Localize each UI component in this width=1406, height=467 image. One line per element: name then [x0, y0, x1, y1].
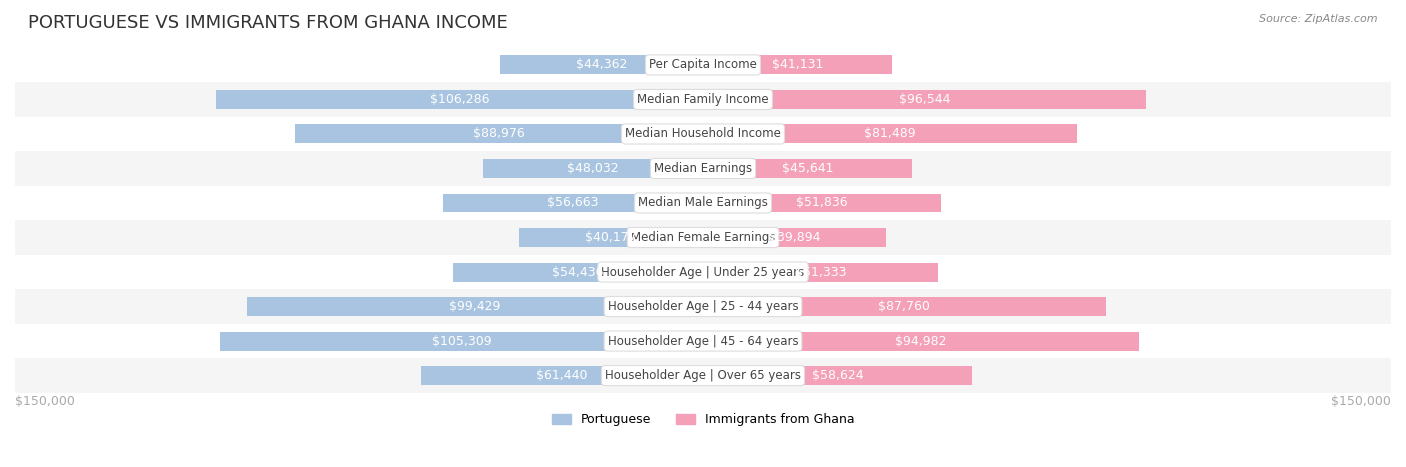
Text: $81,489: $81,489 [865, 127, 915, 141]
Bar [15, 255, 1391, 289]
Text: $88,976: $88,976 [472, 127, 524, 141]
Bar [15, 358, 1391, 393]
Text: $150,000: $150,000 [15, 395, 75, 408]
Bar [15, 151, 1391, 186]
Bar [703, 366, 972, 385]
Bar [703, 332, 1139, 351]
Text: Median Family Income: Median Family Income [637, 93, 769, 106]
Text: $61,440: $61,440 [536, 369, 588, 382]
Text: $106,286: $106,286 [429, 93, 489, 106]
Bar [703, 90, 1146, 109]
Bar [15, 220, 1391, 255]
Text: $56,663: $56,663 [547, 197, 599, 210]
Bar [215, 90, 703, 109]
Text: $105,309: $105,309 [432, 334, 491, 347]
Text: Householder Age | Over 65 years: Householder Age | Over 65 years [605, 369, 801, 382]
Legend: Portuguese, Immigrants from Ghana: Portuguese, Immigrants from Ghana [547, 409, 859, 432]
Bar [422, 366, 703, 385]
Text: Householder Age | Under 25 years: Householder Age | Under 25 years [602, 266, 804, 278]
Text: $39,894: $39,894 [769, 231, 820, 244]
Text: $40,177: $40,177 [585, 231, 637, 244]
Bar [15, 186, 1391, 220]
Bar [519, 228, 703, 247]
Text: Householder Age | 45 - 64 years: Householder Age | 45 - 64 years [607, 334, 799, 347]
Bar [295, 125, 703, 143]
Text: Median Earnings: Median Earnings [654, 162, 752, 175]
Bar [482, 159, 703, 178]
Text: $48,032: $48,032 [567, 162, 619, 175]
Bar [15, 117, 1391, 151]
Bar [15, 48, 1391, 82]
Text: $87,760: $87,760 [879, 300, 931, 313]
Text: $96,544: $96,544 [898, 93, 950, 106]
Text: $99,429: $99,429 [450, 300, 501, 313]
Text: $54,436: $54,436 [553, 266, 605, 278]
Text: $44,362: $44,362 [575, 58, 627, 71]
Bar [247, 297, 703, 316]
Bar [703, 125, 1077, 143]
Text: Per Capita Income: Per Capita Income [650, 58, 756, 71]
Bar [15, 324, 1391, 358]
Text: $58,624: $58,624 [811, 369, 863, 382]
Text: $45,641: $45,641 [782, 162, 834, 175]
Bar [499, 56, 703, 74]
Text: Householder Age | 25 - 44 years: Householder Age | 25 - 44 years [607, 300, 799, 313]
Bar [703, 262, 938, 282]
Bar [15, 82, 1391, 117]
Bar [443, 193, 703, 212]
Bar [219, 332, 703, 351]
Text: $41,131: $41,131 [772, 58, 823, 71]
Text: Median Household Income: Median Household Income [626, 127, 780, 141]
Text: Median Female Earnings: Median Female Earnings [631, 231, 775, 244]
Text: PORTUGUESE VS IMMIGRANTS FROM GHANA INCOME: PORTUGUESE VS IMMIGRANTS FROM GHANA INCO… [28, 14, 508, 32]
Bar [15, 289, 1391, 324]
Bar [703, 228, 886, 247]
Text: $150,000: $150,000 [1331, 395, 1391, 408]
Bar [703, 56, 891, 74]
Text: $51,836: $51,836 [796, 197, 848, 210]
Bar [453, 262, 703, 282]
Bar [703, 159, 912, 178]
Bar [703, 193, 941, 212]
Text: Median Male Earnings: Median Male Earnings [638, 197, 768, 210]
Text: Source: ZipAtlas.com: Source: ZipAtlas.com [1260, 14, 1378, 24]
Bar [703, 297, 1105, 316]
Text: $94,982: $94,982 [896, 334, 946, 347]
Text: $51,333: $51,333 [794, 266, 846, 278]
